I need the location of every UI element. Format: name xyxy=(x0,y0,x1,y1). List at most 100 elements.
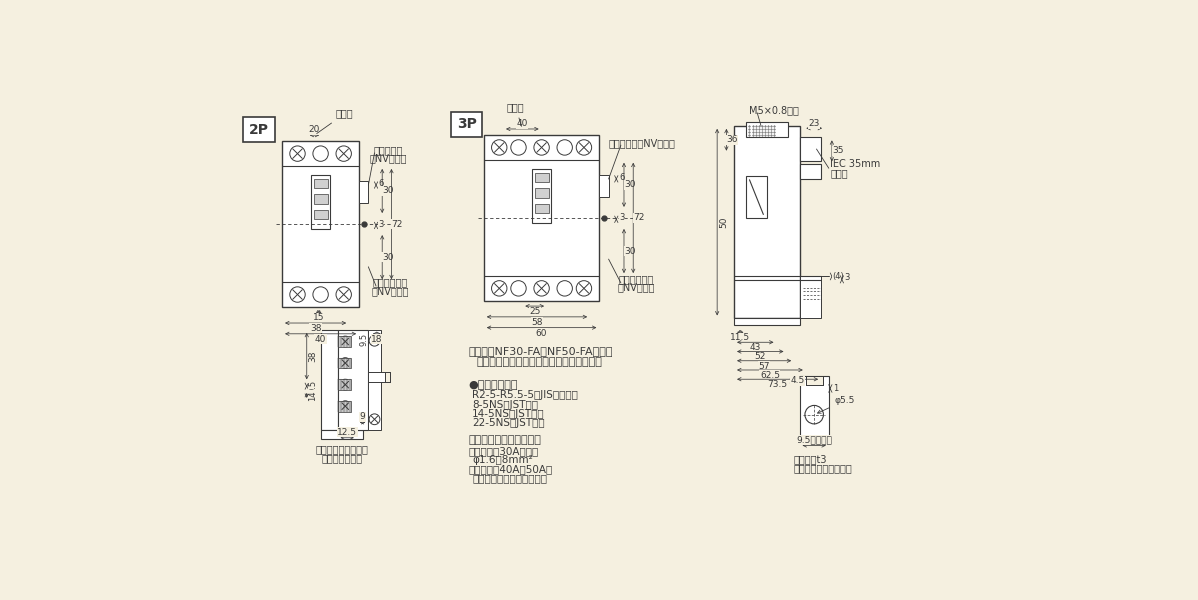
Text: テストボタン: テストボタン xyxy=(373,277,407,287)
Bar xyxy=(532,169,551,223)
Text: 43: 43 xyxy=(750,343,761,352)
Text: 58: 58 xyxy=(531,318,543,327)
Text: 導帯最大t3: 導帯最大t3 xyxy=(793,454,827,464)
Text: 9.5（最大）: 9.5（最大） xyxy=(797,436,833,445)
Text: （オプション）: （オプション） xyxy=(321,453,363,463)
Circle shape xyxy=(340,358,351,368)
Bar xyxy=(534,188,549,197)
Circle shape xyxy=(369,414,380,425)
Circle shape xyxy=(290,287,305,302)
Text: 72: 72 xyxy=(392,220,403,229)
Text: 8-5NS（JST社）: 8-5NS（JST社） xyxy=(472,400,538,410)
Bar xyxy=(368,372,386,382)
Bar xyxy=(321,330,338,430)
Bar xyxy=(799,376,829,442)
Bar xyxy=(338,379,351,390)
Text: R2-5-R5.5-5（JIS規格品）: R2-5-R5.5-5（JIS規格品） xyxy=(472,391,579,400)
Text: 30: 30 xyxy=(624,181,636,190)
Bar xyxy=(745,122,788,137)
Bar xyxy=(338,358,351,368)
Text: レール: レール xyxy=(830,169,848,179)
Text: 取付穴: 取付穴 xyxy=(316,109,353,134)
Text: 取付穴: 取付穴 xyxy=(507,103,525,127)
Bar xyxy=(745,176,767,218)
Text: 15: 15 xyxy=(313,313,325,322)
Text: 12.5: 12.5 xyxy=(337,428,357,437)
Text: φ5.5: φ5.5 xyxy=(817,396,854,413)
Text: 表示ボタン・テストボタンはありません。: 表示ボタン・テストボタンはありません。 xyxy=(476,356,603,367)
Text: 6: 6 xyxy=(619,173,624,182)
Circle shape xyxy=(335,287,351,302)
Text: 11.5: 11.5 xyxy=(731,333,750,342)
Circle shape xyxy=(491,281,507,296)
Text: 3: 3 xyxy=(379,220,383,229)
Text: 9.5: 9.5 xyxy=(359,332,368,346)
Text: 14-5NS（JST社）: 14-5NS（JST社） xyxy=(472,409,545,419)
Bar xyxy=(484,135,599,301)
Bar xyxy=(338,330,368,430)
Text: 52: 52 xyxy=(755,352,766,361)
Text: 3P: 3P xyxy=(456,118,477,131)
Circle shape xyxy=(576,281,592,296)
Text: ・定格電流40A、50Aは: ・定格電流40A、50Aは xyxy=(468,464,552,475)
Circle shape xyxy=(369,335,380,346)
Text: ・定格電流30A以下は: ・定格電流30A以下は xyxy=(468,446,539,456)
Bar xyxy=(338,401,351,412)
Circle shape xyxy=(340,379,351,390)
Bar xyxy=(734,126,799,319)
Bar xyxy=(321,430,363,439)
Bar xyxy=(314,194,327,203)
Text: （注意）NF30-FA、NF50-FA形には: （注意）NF30-FA、NF50-FA形には xyxy=(468,346,613,356)
Text: 本体じか付導帯加工図: 本体じか付導帯加工図 xyxy=(793,464,852,473)
Text: 4.5: 4.5 xyxy=(791,376,804,385)
Text: 2P: 2P xyxy=(249,123,270,137)
Text: 50: 50 xyxy=(719,217,728,228)
Text: 30: 30 xyxy=(382,187,393,196)
Text: IEC 35mm: IEC 35mm xyxy=(830,160,881,169)
Text: 14: 14 xyxy=(308,390,317,401)
Text: 38: 38 xyxy=(310,324,321,333)
Circle shape xyxy=(557,140,573,155)
Circle shape xyxy=(313,287,328,302)
Circle shape xyxy=(510,140,526,155)
Text: 36: 36 xyxy=(726,135,738,144)
Text: 30: 30 xyxy=(624,247,636,256)
Text: 電線じか接続適合サイズ: 電線じか接続適合サイズ xyxy=(468,435,541,445)
Text: （NVのみ）: （NVのみ） xyxy=(371,286,409,296)
Text: 23: 23 xyxy=(809,119,819,128)
Text: 25: 25 xyxy=(530,307,540,316)
Circle shape xyxy=(340,401,351,412)
Bar xyxy=(368,330,381,430)
Text: 62.5: 62.5 xyxy=(760,371,780,380)
Text: 57: 57 xyxy=(758,362,770,371)
Text: 20: 20 xyxy=(309,125,320,134)
Bar xyxy=(799,164,821,179)
Text: 表示ボタン: 表示ボタン xyxy=(374,146,403,155)
Text: 40: 40 xyxy=(516,119,528,128)
Text: 矩形リード線端子台: 矩形リード線端子台 xyxy=(316,444,369,454)
Bar xyxy=(599,175,609,197)
Bar xyxy=(311,175,329,229)
Text: 表示ボタン（NVのみ）: 表示ボタン（NVのみ） xyxy=(609,138,676,148)
Text: 3: 3 xyxy=(845,274,849,283)
Text: （NVのみ）: （NVのみ） xyxy=(617,283,655,293)
Bar xyxy=(314,179,327,188)
Text: 3: 3 xyxy=(619,214,624,223)
Circle shape xyxy=(576,140,592,155)
Bar xyxy=(799,276,821,319)
Text: 22-5NS（JST社）: 22-5NS（JST社） xyxy=(472,418,545,428)
Circle shape xyxy=(290,146,305,161)
Text: 1: 1 xyxy=(833,384,839,393)
Text: 9.5: 9.5 xyxy=(308,380,317,393)
Circle shape xyxy=(491,140,507,155)
Circle shape xyxy=(313,146,328,161)
Bar xyxy=(734,319,799,325)
Bar xyxy=(534,203,549,213)
Circle shape xyxy=(805,406,823,424)
Bar xyxy=(282,141,359,307)
Text: 60: 60 xyxy=(536,329,547,338)
Bar xyxy=(338,336,351,347)
Text: (4): (4) xyxy=(833,272,843,281)
Bar xyxy=(799,137,821,161)
Circle shape xyxy=(340,336,351,347)
